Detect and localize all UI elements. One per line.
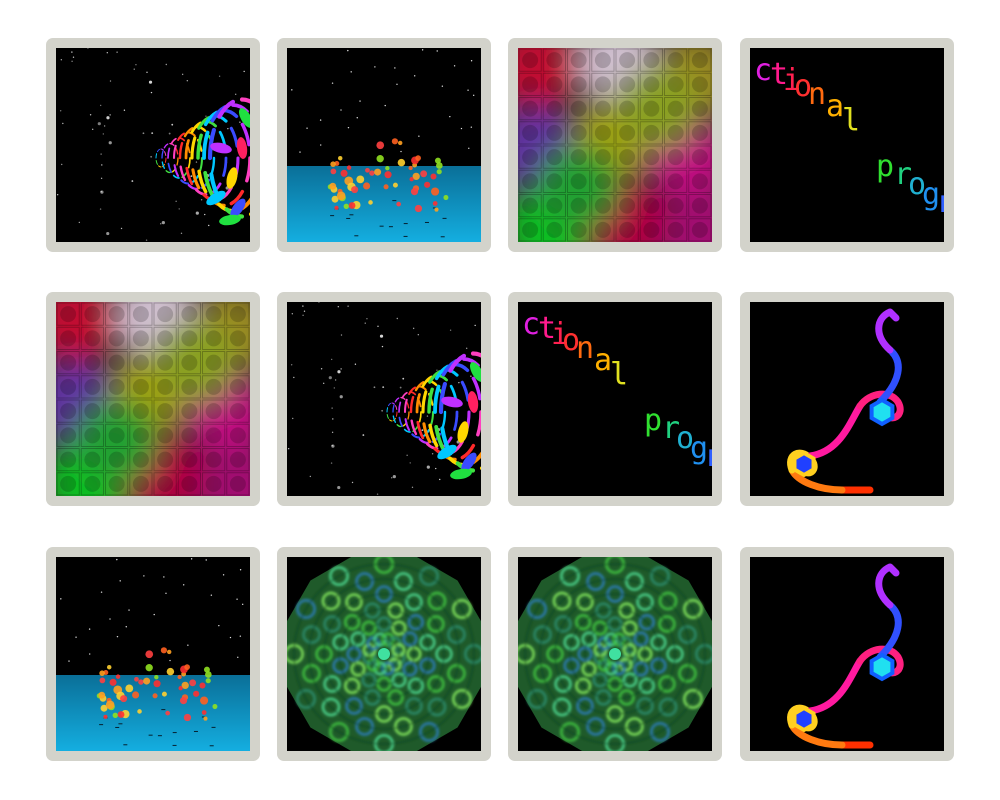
particle-fountain-thumbnail [56,557,250,751]
rainbow-letter: n [576,331,594,366]
rainbow-text-thumbnail: ctionalprogr [518,302,712,496]
rainbow-letter: p [876,149,894,184]
tile-color-grid[interactable] [46,292,260,506]
starfield-tunnel-thumbnail [56,48,250,242]
tile-color-grid[interactable] [508,38,722,252]
particle-fountain-thumbnail [287,48,481,242]
tile-spiral-curve[interactable] [740,547,954,761]
tile-particle-fountain[interactable] [46,547,260,761]
color-grid-thumbnail [56,302,250,496]
spiral-curve-thumbnail [750,302,944,496]
tile-kaleidoscope[interactable] [277,547,491,761]
rainbow-letter: l [610,357,628,392]
tile-kaleidoscope[interactable] [508,547,722,761]
kaleidoscope-thumbnail [518,557,712,751]
rainbow-letter: n [808,77,826,112]
tile-spiral-curve[interactable] [740,292,954,506]
rainbow-letter: r [704,439,712,474]
tile-starfield-tunnel[interactable] [277,292,491,506]
tile-starfield-tunnel[interactable] [46,38,260,252]
starfield-tunnel-thumbnail [287,302,481,496]
rainbow-letter: r [936,185,944,220]
tile-rainbow-text[interactable]: ctionalprogr [508,292,722,506]
color-grid-thumbnail [518,48,712,242]
spiral-curve-thumbnail [750,557,944,751]
tile-rainbow-text[interactable]: ctionalprogr [740,38,954,252]
rainbow-letter: l [842,103,860,138]
kaleidoscope-thumbnail [287,557,481,751]
rainbow-text-thumbnail: ctionalprogr [750,48,944,242]
rainbow-letter: p [644,403,662,438]
tile-particle-fountain[interactable] [277,38,491,252]
